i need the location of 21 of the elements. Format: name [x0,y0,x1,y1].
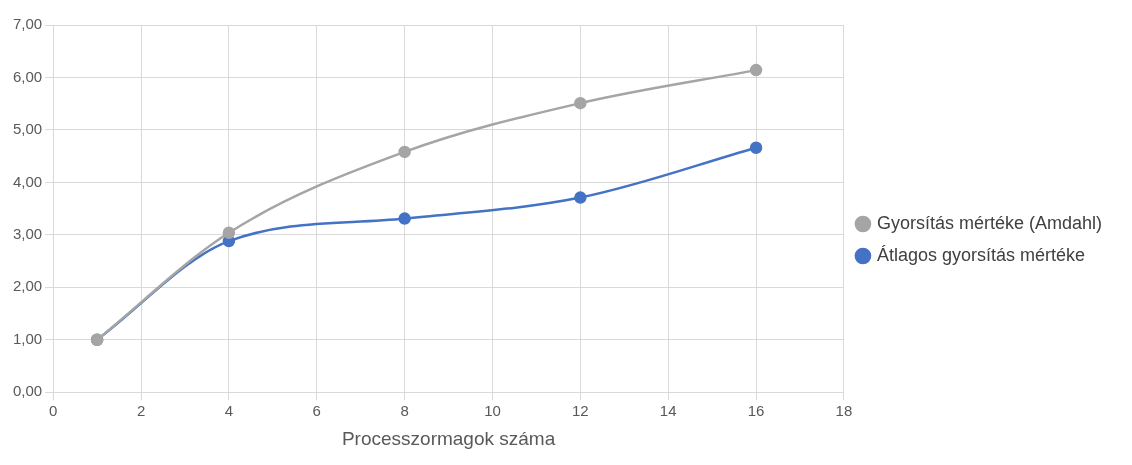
x-tick-label: 16 [747,402,765,420]
y-tick-label: 5,00 [12,120,43,138]
x-tick-label: 10 [484,402,501,420]
y-tick-label: 2,00 [12,277,43,295]
x-tick-label: 2 [136,402,146,420]
y-tick-label: 1,00 [12,329,43,347]
legend-label: Átlagos gyorsítás mértéke [876,244,1086,265]
x-tick-label: 6 [312,402,321,420]
x-tick-label: 12 [572,402,589,420]
y-tick-label: 3,00 [12,224,43,242]
x-axis-title: Processzormagok száma [341,427,556,449]
y-tick-label: 6,00 [12,67,43,85]
x-tick-label: 0 [49,402,58,420]
x-tick-label: 18 [835,402,853,420]
x-tick-label: 4 [224,402,234,420]
x-tick-label: 8 [400,402,409,420]
y-tick-label: 0,00 [12,382,43,400]
y-tick-label: 4,00 [12,172,43,190]
legend-label: Gyorsítás mértéke (Amdahl) [876,212,1102,233]
x-tick-label: 14 [659,402,677,420]
y-tick-label: 7,00 [12,15,43,33]
